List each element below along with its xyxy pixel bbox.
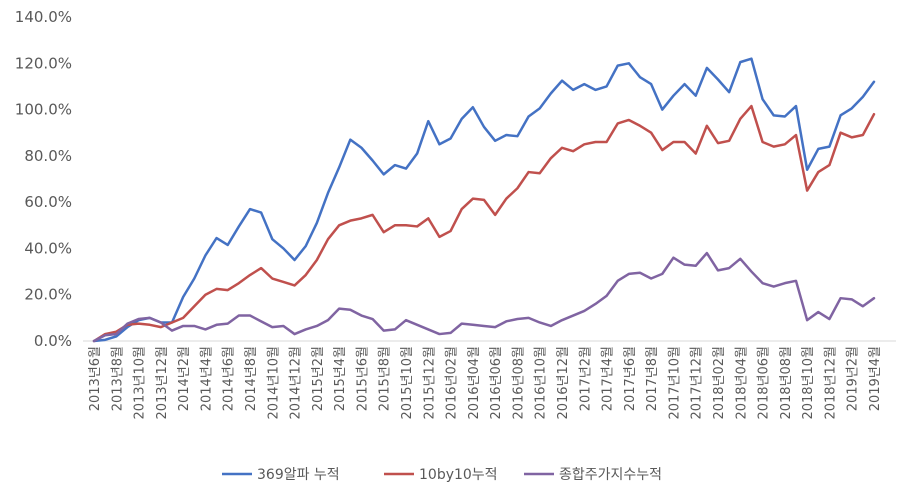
x-tick-label: 2016년06월 bbox=[489, 346, 504, 420]
x-axis-tick-labels: 2013년6월 2013년8월 2013년10월 2013년12월 2014년2월 201… bbox=[88, 346, 883, 420]
y-axis-tick-labels: 0.0% 20.0% 40.0% 60.0% 80.0% 100.0% 120.0% 140.… bbox=[15, 8, 72, 350]
x-tick-label: 2014년6월 bbox=[222, 346, 237, 411]
x-tick-label: 2014년2월 bbox=[177, 346, 192, 411]
y-tick-label: 100.0% bbox=[15, 101, 72, 119]
x-tick-label: 2016년04월 bbox=[467, 346, 482, 420]
x-tick-label: 2017년4월 bbox=[601, 346, 616, 411]
legend-label: 10by10누적 bbox=[419, 467, 498, 483]
x-tick-label: 2013년8월 bbox=[110, 346, 125, 411]
x-tick-label: 2016년08월 bbox=[511, 346, 526, 420]
series-layer bbox=[92, 57, 876, 343]
x-tick-label: 2019년4월 bbox=[868, 346, 883, 411]
x-tick-label: 2015년12월 bbox=[422, 346, 437, 420]
x-tick-label: 2017년2월 bbox=[578, 346, 593, 411]
x-tick-label: 2016년02월 bbox=[445, 346, 460, 420]
y-tick-label: 0.0% bbox=[34, 332, 72, 350]
x-tick-label: 2018년08월 bbox=[779, 346, 794, 420]
legend-label: 종합주가지수누적 bbox=[559, 467, 662, 483]
series-line-3 bbox=[92, 251, 876, 343]
x-tick-label: 2014년10월 bbox=[266, 346, 281, 420]
x-tick-label: 2015년8월 bbox=[378, 346, 393, 411]
x-tick-label: 2018년06월 bbox=[757, 346, 772, 420]
y-tick-label: 80.0% bbox=[24, 147, 72, 165]
x-tick-label: 2015년4월 bbox=[333, 346, 348, 411]
series-line-1 bbox=[92, 57, 876, 343]
y-tick-label: 120.0% bbox=[15, 54, 72, 72]
x-tick-label: 2013년6월 bbox=[88, 346, 103, 411]
x-tick-label: 2015년2월 bbox=[311, 346, 326, 411]
x-tick-label: 2016년12월 bbox=[556, 346, 571, 420]
x-tick-label: 2014년8월 bbox=[244, 346, 259, 411]
x-tick-label: 2018년02월 bbox=[712, 346, 727, 420]
y-tick-label: 20.0% bbox=[24, 286, 72, 304]
legend-label: 369알파 누적 bbox=[257, 467, 340, 483]
x-tick-label: 2014년12월 bbox=[289, 346, 304, 420]
x-tick-label: 2017년12월 bbox=[690, 346, 705, 420]
x-tick-label: 2017년10월 bbox=[667, 346, 682, 420]
x-tick-label: 2013년10월 bbox=[133, 346, 148, 420]
x-tick-label: 2018년10월 bbox=[801, 346, 816, 420]
series-line-2 bbox=[92, 104, 876, 343]
y-tick-label: 60.0% bbox=[24, 193, 72, 211]
x-tick-label: 2014년4월 bbox=[199, 346, 214, 411]
x-tick-label: 2019년2월 bbox=[846, 346, 861, 411]
x-tick-label: 2016년10월 bbox=[534, 346, 549, 420]
y-tick-label: 140.0% bbox=[15, 8, 72, 26]
x-tick-label: 2017년8월 bbox=[645, 346, 660, 411]
x-tick-label: 2015년10월 bbox=[400, 346, 415, 420]
x-tick-label: 2017년6월 bbox=[623, 346, 638, 411]
legend: 369알파 누적 10by10누적 종합주가지수누적 bbox=[222, 467, 662, 483]
x-tick-label: 2018년04월 bbox=[734, 346, 749, 420]
x-tick-label: 2018년12월 bbox=[823, 346, 838, 420]
y-tick-label: 40.0% bbox=[24, 239, 72, 257]
x-tick-label: 2015년6월 bbox=[355, 346, 370, 411]
x-tick-label: 2013년12월 bbox=[155, 346, 170, 420]
plot-area bbox=[83, 57, 896, 343]
